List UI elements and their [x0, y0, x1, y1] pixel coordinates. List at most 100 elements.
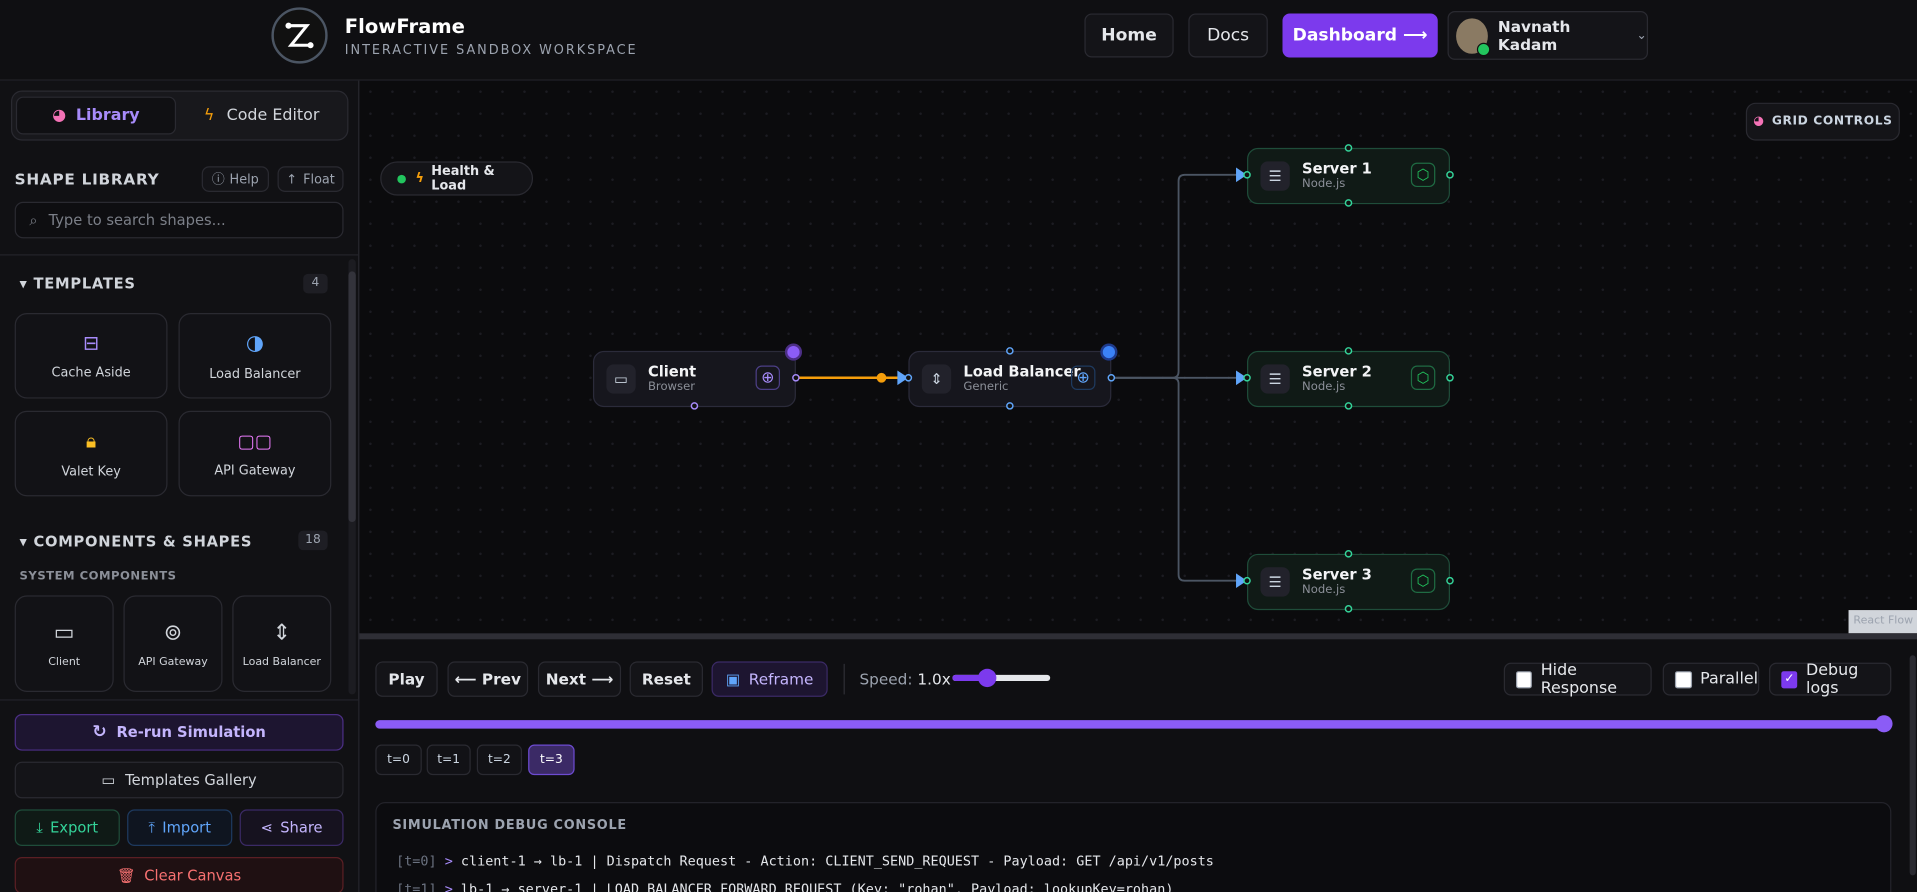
handles — [690, 144, 1454, 613]
label: COMPONENTS & SHAPES — [33, 533, 253, 551]
label: Import — [162, 819, 211, 837]
component-card[interactable]: ▭ Client — [14, 595, 114, 692]
timeline[interactable] — [375, 715, 1893, 733]
import-button[interactable]: ⤒ Import — [127, 809, 233, 847]
checkbox[interactable] — [1674, 670, 1692, 688]
checkbox[interactable]: ✓ — [1781, 670, 1798, 688]
step[interactable]: t=2 — [476, 744, 523, 776]
speed-label: Speed: 1.0x — [859, 670, 950, 688]
label: Hide Response — [1540, 660, 1618, 698]
label: Parallel — [1700, 669, 1759, 689]
step[interactable]: t=1 — [426, 744, 471, 776]
prompt: > — [444, 853, 453, 870]
log-line: [t=0] > client-1 → lb-1 | Dispatch Reque… — [396, 853, 1214, 869]
label: Clear Canvas — [144, 866, 242, 884]
log-text: lb-1 → server-1 | LOAD_BALANCER_FORWARD_… — [460, 881, 1174, 892]
float-button[interactable]: ↑ Float — [277, 166, 344, 192]
option[interactable]: Hide Response — [1503, 660, 1652, 698]
template-card[interactable]: ⊟ Cache Aside — [14, 312, 168, 399]
scrollbar — [1909, 655, 1916, 876]
node-icon: ☰ — [1260, 567, 1290, 597]
debug-console: SIMULATION DEBUG CONSOLE [t=0] > client-… — [375, 802, 1892, 892]
template-card[interactable]: ▢▢ API Gateway — [178, 410, 332, 497]
node-sub: Node.js — [1302, 177, 1346, 191]
share-button[interactable]: ⋖ Share — [239, 809, 344, 847]
grid-controls[interactable]: ◕ GRID CONTROLS — [1745, 102, 1900, 141]
separator — [843, 663, 845, 695]
components-title: ▾ COMPONENTS & SHAPES — [19, 533, 253, 551]
gallery-button[interactable]: ▭ Templates Gallery — [14, 761, 344, 799]
node-sub: Node.js — [1302, 380, 1346, 394]
canvas[interactable] — [359, 80, 1917, 634]
template-card[interactable]: ◑ Load Balancer — [178, 312, 332, 399]
export-button[interactable]: ⤓ Export — [14, 809, 120, 847]
brand: FlowFrame — [344, 14, 465, 38]
node-icon: ▭ — [606, 364, 636, 394]
speed-value: 1.0x — [917, 669, 951, 689]
reframe-button[interactable]: ▣ Reframe — [711, 661, 828, 697]
tagline: INTERACTIVE SANDBOX WORKSPACE — [344, 42, 638, 58]
component-card[interactable]: ⇕ Load Balancer — [232, 595, 332, 692]
arrowheads — [897, 167, 1248, 589]
label: Templates Gallery — [125, 771, 257, 789]
prompt: > — [444, 881, 453, 892]
label: Load Balancer — [209, 366, 301, 381]
nav-docs[interactable]: Docs — [1188, 13, 1268, 58]
clear-button[interactable]: 🗑︎ Clear Canvas — [14, 857, 344, 892]
label: Health & Load — [431, 163, 495, 194]
step[interactable]: t=3 — [528, 744, 575, 776]
resize-handle[interactable] — [359, 633, 1917, 640]
node-badge: ⬡ — [1410, 568, 1436, 593]
status-pill[interactable]: ϟ Health & Load — [380, 161, 534, 196]
node-sub: Node.js — [1302, 583, 1346, 597]
attribution[interactable]: React Flow — [1848, 610, 1917, 634]
scrollbar — [348, 259, 356, 695]
play-button[interactable]: Play — [375, 661, 438, 697]
packet — [876, 372, 887, 383]
step[interactable]: t=0 — [375, 744, 422, 776]
tab-library[interactable]: ◕ Library — [15, 96, 177, 135]
tab-label: Code Editor — [226, 106, 320, 125]
label: API Gateway — [214, 462, 296, 478]
label: Load Balancer — [242, 655, 321, 669]
nav-dashboard[interactable]: Dashboard ⟶ — [1282, 13, 1438, 58]
edge — [1111, 376, 1240, 582]
label: Speed: — [859, 669, 913, 689]
prev-button[interactable]: ⟵ Prev — [447, 661, 529, 697]
templates-title: ▾ TEMPLATES — [19, 275, 136, 293]
group-title: SYSTEM COMPONENTS — [19, 569, 177, 584]
label: GRID CONTROLS — [1771, 114, 1893, 129]
rerun-button[interactable]: ↻ Re-run Simulation — [14, 713, 344, 751]
next-button[interactable]: Next ⟶ — [537, 661, 622, 697]
node-sub: Generic — [963, 380, 1009, 394]
speed-slider[interactable] — [952, 668, 1051, 688]
node-label: Client — [647, 363, 697, 381]
checkbox[interactable] — [1515, 670, 1533, 688]
log-text: client-1 → lb-1 | Dispatch Request - Act… — [460, 853, 1214, 870]
option[interactable]: Parallel — [1662, 662, 1760, 696]
label: Re-run Simulation — [116, 723, 266, 741]
node-sub: Browser — [647, 380, 696, 394]
user-menu[interactable]: Navnath Kadam ⌄ — [1447, 11, 1649, 60]
chevron: ⌄ — [1636, 28, 1647, 43]
search-input[interactable]: ⌕ Type to search shapes... — [14, 201, 344, 239]
divider — [0, 254, 359, 256]
help-button[interactable]: ⓘ Help — [201, 166, 269, 192]
template-card[interactable]: 🔒︎ Valet Key — [14, 410, 168, 497]
component-card[interactable]: ⊚ API Gateway — [123, 595, 223, 692]
reset-button[interactable]: Reset — [629, 661, 703, 697]
tab-code[interactable]: ϟ Code Editor — [203, 106, 320, 125]
label: Client — [48, 655, 81, 669]
node-badge: ⬡ — [1410, 365, 1436, 391]
option[interactable]: ✓ Debug logs — [1769, 661, 1892, 697]
label: Share — [280, 819, 323, 837]
nav-home[interactable]: Home — [1084, 13, 1174, 58]
label: TEMPLATES — [33, 275, 136, 293]
user-name: Navnath Kadam — [1497, 17, 1571, 54]
placeholder: Type to search shapes... — [48, 211, 226, 229]
label: API Gateway — [138, 655, 208, 669]
node-icon: ☰ — [1260, 161, 1290, 191]
node-label: Load Balancer — [963, 363, 1081, 381]
node-badge: ⬡ — [1410, 162, 1436, 188]
node-label: Server 1 — [1302, 160, 1372, 178]
